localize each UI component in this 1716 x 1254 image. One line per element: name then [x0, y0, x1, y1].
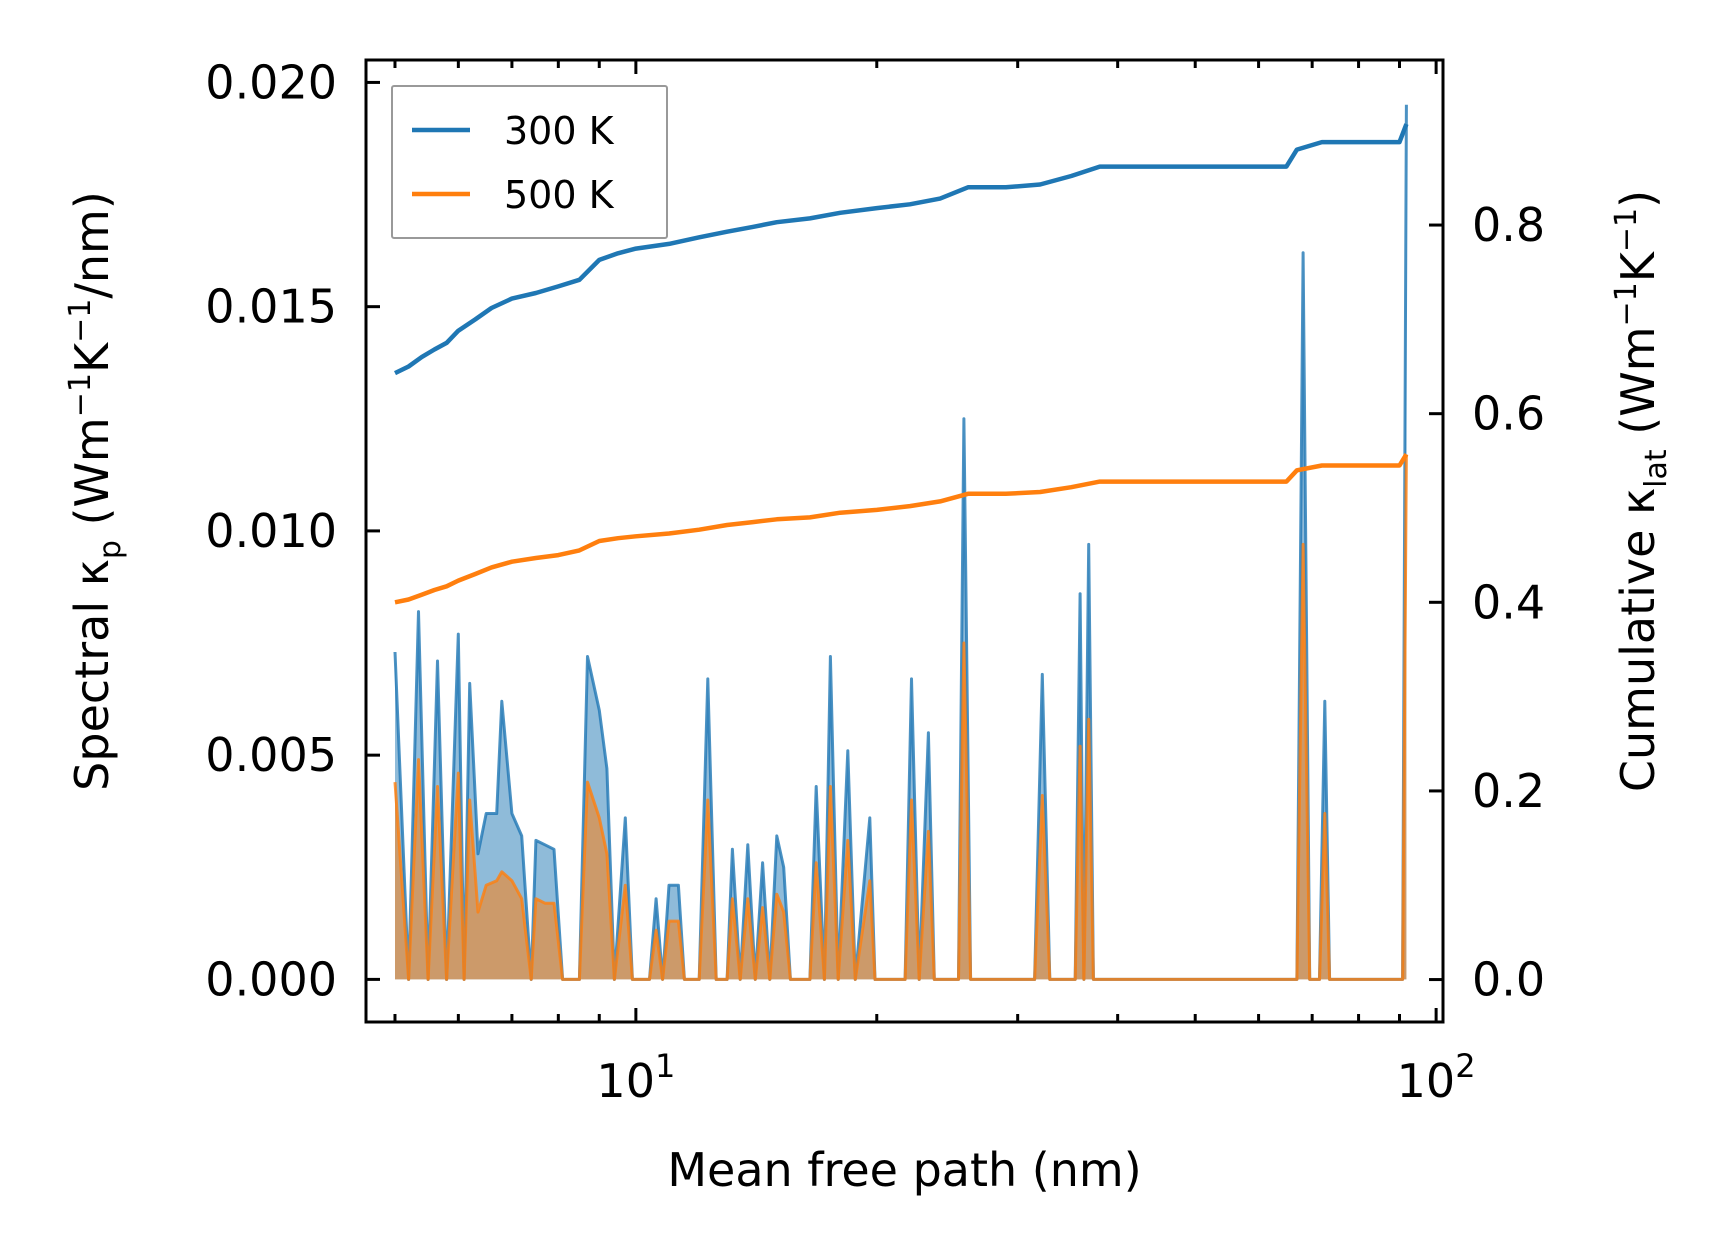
y-right-tick-label: 0.4 [1472, 575, 1545, 629]
spectral-line-500k [393, 454, 1408, 981]
axis-ticks [366, 60, 1443, 1022]
legend-label: 500 K [504, 173, 615, 217]
x-tick-label: 102 [1397, 1047, 1476, 1108]
legend: 300 K 500 K [391, 85, 668, 239]
y-right-tick-label: 0.0 [1472, 953, 1545, 1007]
y-left-tick-label: 0.005 [205, 728, 337, 782]
y-right-tick-label: 0.8 [1472, 198, 1545, 252]
plot-frame [364, 58, 1445, 1024]
y-left-tick-label: 0.020 [205, 55, 337, 109]
x-axis-title: Mean free path (nm) [667, 1143, 1141, 1197]
axis-labels: 101 102 0.000 0.005 0.010 0.015 0.020 0.0 0.2 0.4… [63, 55, 1674, 1197]
y-right-tick-label: 0.6 [1472, 387, 1545, 441]
cumulative-line-500k [394, 453, 1409, 605]
y-right-axis-title: Cumulative κlat (Wm−1K−1) [1609, 190, 1674, 792]
cumulative-line-300k [394, 123, 1409, 376]
y-left-tick-label: 0.015 [205, 280, 337, 334]
x-tick-label: 101 [596, 1047, 675, 1108]
y-right-tick-label: 0.2 [1472, 764, 1545, 818]
plot-area [393, 104, 1409, 981]
y-left-tick-label: 0.000 [205, 952, 337, 1006]
y-left-axis-title: Spectral κp (Wm−1K−1/nm) [63, 191, 128, 791]
spectral-area-500k [395, 454, 1407, 980]
legend-box [391, 85, 668, 239]
legend-label: 300 K [504, 109, 615, 153]
y-left-tick-label: 0.010 [205, 504, 337, 558]
